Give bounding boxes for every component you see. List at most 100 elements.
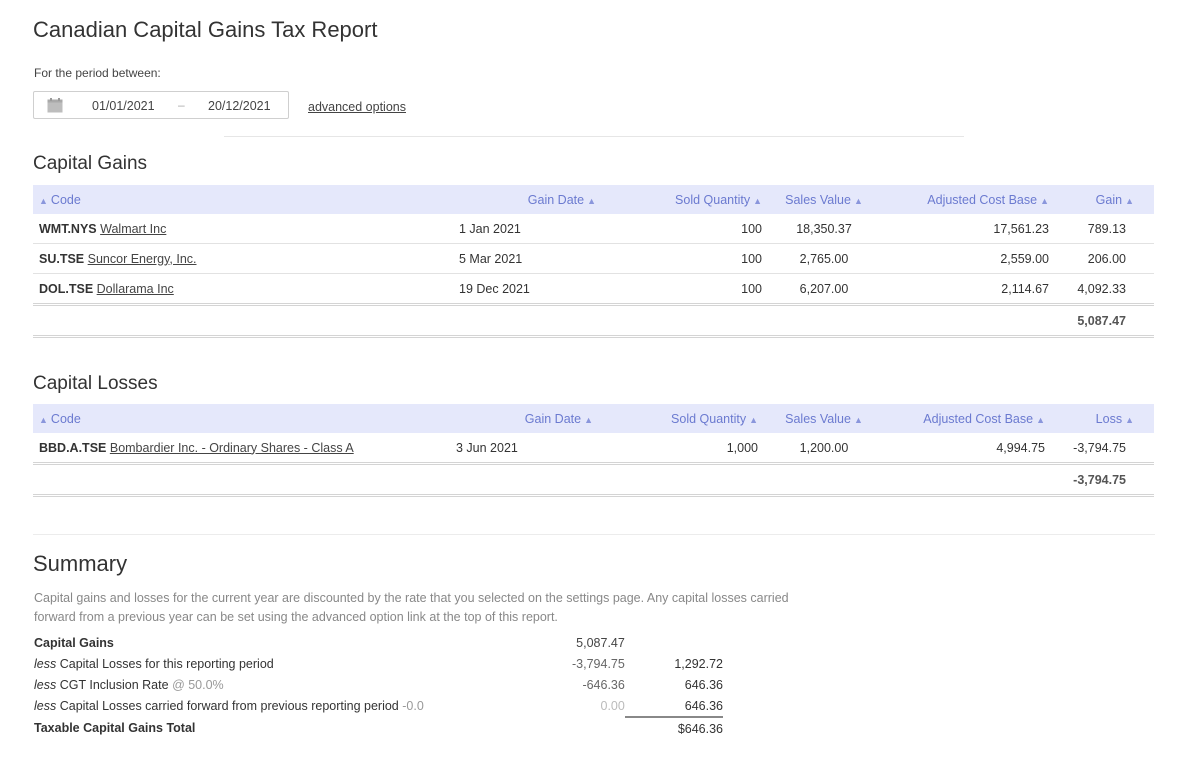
sort-sold-quantity-header[interactable]: Sold Quantity ▲︎ [608,185,768,214]
company-link[interactable]: Suncor Energy, Inc. [87,251,197,266]
sort-icon: ▲︎ [584,414,593,425]
calendar-icon[interactable] [47,98,63,113]
period-label: For the period between: [34,66,161,80]
adjusted-cost-base: 2,559.00 [880,243,1055,274]
summary-total: $646.36 [677,721,723,736]
adjusted-cost-base: 17,561.23 [880,214,1055,244]
summary-row-cgt: less CGT Inclusion Rate @ 50.0% -646.36 … [33,674,723,695]
gain-date: 5 Mar 2021 [453,243,608,274]
date-to-input[interactable]: 20/12/2021 [208,99,271,113]
sort-loss-header[interactable]: Loss ▲︎ [1055,404,1154,433]
summary-label: Capital Losses for this reporting period [59,656,274,671]
sales-value: 18,350.37 [768,214,880,244]
summary-label: Capital Gains [34,635,114,650]
sort-icon: ▲︎ [1125,414,1134,425]
sold-quantity: 100 [608,243,768,274]
capital-gains-title: Capital Gains [33,153,148,174]
stock-code: SU.TSE [39,251,85,266]
total-row: 5,087.47 [33,304,1154,338]
summary-value: -646.36 [582,677,625,692]
cgt-rate: @ 50.0% [172,677,224,692]
advanced-options-link[interactable]: advanced options [308,100,406,114]
date-from-input[interactable]: 01/01/2021 [92,99,155,113]
table-header-row: ▲︎ Code Gain Date ▲︎ Sold Quantity ▲︎ Sales… [33,404,1154,433]
sales-value: 6,207.00 [768,273,880,306]
summary-row-capital-gains: Capital Gains 5,087.47 [33,632,723,653]
company-link[interactable]: Walmart Inc [100,221,167,236]
summary-label: CGT Inclusion Rate [59,677,169,692]
less-label: less [34,677,57,692]
table-row: SU.TSE Suncor Energy, Inc. 5 Mar 2021 10… [33,243,1154,274]
less-label: less [34,699,57,713]
gain-value: 206.00 [1055,243,1154,274]
date-separator: – [178,98,185,112]
sort-icon: ▲︎ [753,195,762,206]
table-row: DOL.TSE Dollarama Inc 19 Dec 2021 100 6,… [33,273,1154,306]
sort-icon: ▲︎ [587,195,596,206]
sort-gain-date-header[interactable]: Gain Date ▲︎ [453,185,608,214]
losses-total: -3,794.75 [1055,463,1154,497]
capital-losses-title: Capital Losses [33,373,158,394]
table-row: BBD.A.TSE Bombardier Inc. - Ordinary Sha… [33,433,1154,465]
sort-icon: ▲︎ [1125,195,1134,206]
sort-sold-quantity-header[interactable]: Sold Quantity ▲︎ [608,404,768,433]
summary-label: Taxable Capital Gains Total [34,721,196,735]
sales-value: 1,200.00 [768,433,880,465]
sort-icon: ▲︎ [39,414,48,425]
summary-table: Capital Gains 5,087.47 less Capital Loss… [33,632,723,739]
summary-net: 646.36 [684,677,723,692]
sold-quantity: 100 [608,214,768,244]
sort-code-header[interactable]: ▲︎ Code [33,185,453,214]
sort-acb-header[interactable]: Adjusted Cost Base ▲︎ [880,404,1055,433]
summary-value: 5,087.47 [576,635,625,650]
gain-date: 1 Jan 2021 [453,214,608,244]
sort-icon: ▲︎ [39,195,48,206]
table-header-row: ▲︎ Code Gain Date ▲︎ Sold Quantity ▲︎ Sales… [33,185,1154,214]
summary-label: Capital Losses carried forward from prev… [59,699,399,713]
sales-value: 2,765.00 [768,243,880,274]
adjusted-cost-base: 4,994.75 [880,433,1055,465]
sort-gain-date-header[interactable]: Gain Date ▲︎ [453,404,608,433]
summary-value: 0.00 [600,699,625,713]
gain-date: 19 Dec 2021 [453,273,608,306]
sort-acb-header[interactable]: Adjusted Cost Base ▲︎ [880,185,1055,214]
sort-gain-header[interactable]: Gain ▲︎ [1055,185,1154,214]
gain-date: 3 Jun 2021 [453,433,608,465]
summary-row-losses: less Capital Losses for this reporting p… [33,653,723,674]
table-row: WMT.NYS Walmart Inc 1 Jan 2021 100 18,35… [33,214,1154,244]
sort-icon: ▲︎ [853,195,863,206]
sort-code-header[interactable]: ▲︎ Code [33,404,453,433]
sold-quantity: 100 [608,273,768,306]
summary-value: -3,794.75 [572,656,625,671]
stock-code: DOL.TSE [39,281,94,296]
adjusted-cost-base: 2,114.67 [880,273,1055,306]
summary-description: Capital gains and losses for the current… [34,591,789,624]
stock-code: BBD.A.TSE [39,440,107,455]
divider [224,136,964,137]
sold-quantity: 1,000 [608,433,768,465]
company-link[interactable]: Bombardier Inc. - Ordinary Shares - Clas… [109,440,354,455]
sort-icon: ▲︎ [1040,195,1049,206]
sort-icon: ▲︎ [749,414,758,425]
sort-icon: ▲︎ [1036,414,1045,425]
summary-row-total: Taxable Capital Gains Total $646.36 [33,717,723,739]
sort-sales-value-header[interactable]: Sales Value ▲︎ [768,404,880,433]
divider [33,534,1155,535]
sort-icon: ▲︎ [853,414,863,425]
carried-amount: -0.0 [402,699,424,713]
summary-net: 646.36 [624,695,723,718]
gains-total: 5,087.47 [1055,304,1154,338]
capital-gains-table: ▲︎ Code Gain Date ▲︎ Sold Quantity ▲︎ Sales… [33,185,1154,338]
summary-row-carried-forward: less Capital Losses carried forward from… [33,695,723,718]
capital-losses-table: ▲︎ Code Gain Date ▲︎ Sold Quantity ▲︎ Sales… [33,404,1154,497]
stock-code: WMT.NYS [39,221,97,236]
sort-sales-value-header[interactable]: Sales Value ▲︎ [768,185,880,214]
company-link[interactable]: Dollarama Inc [96,281,174,296]
total-row: -3,794.75 [33,463,1154,497]
gain-value: 4,092.33 [1055,273,1154,306]
less-label: less [34,656,57,671]
summary-title: Summary [33,551,128,576]
loss-value: -3,794.75 [1055,433,1154,465]
gain-value: 789.13 [1055,214,1154,244]
date-range-picker[interactable]: 01/01/2021 – 20/12/2021 [33,91,289,119]
